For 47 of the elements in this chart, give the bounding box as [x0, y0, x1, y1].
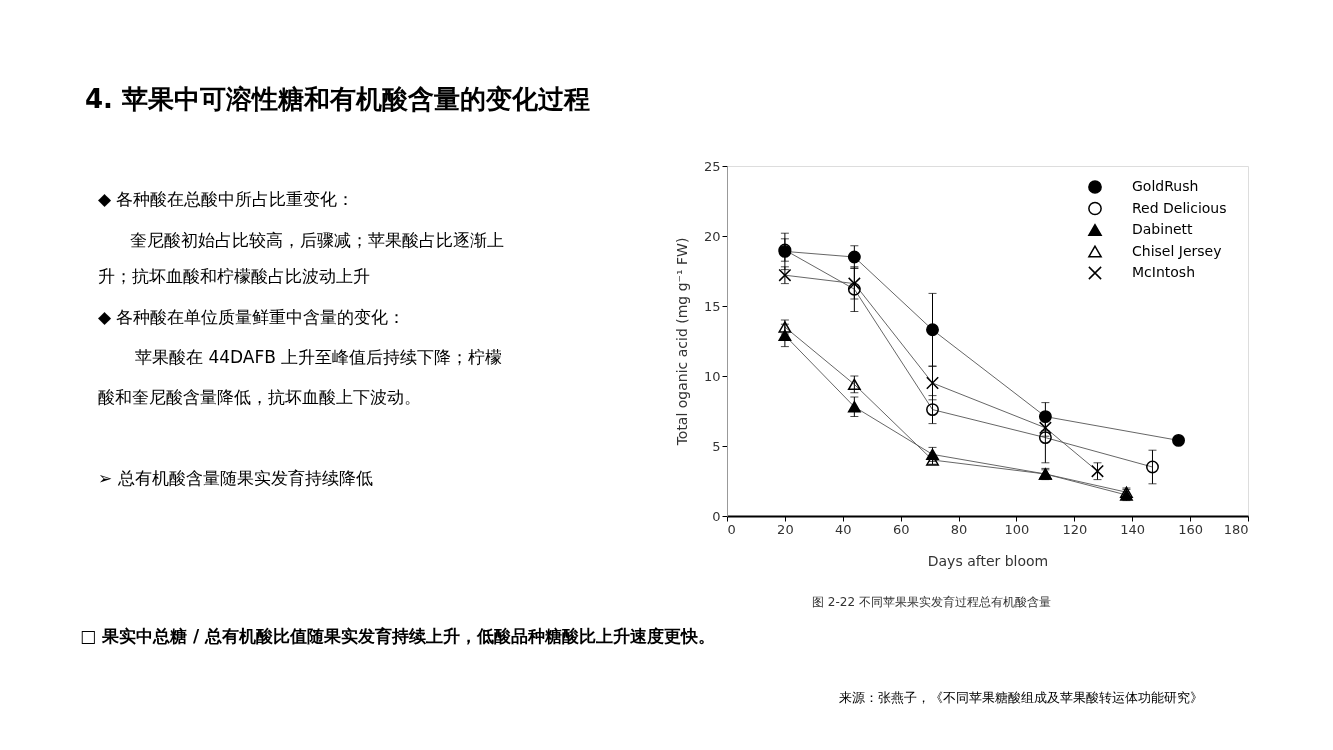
point — [1146, 460, 1159, 474]
y-tick-label: 0 — [712, 508, 721, 524]
point — [1038, 421, 1052, 435]
x-tick-label: 140 — [1120, 521, 1146, 537]
legend-label: GoldRush — [1132, 178, 1199, 194]
point — [926, 403, 939, 417]
text: ◆ 各种酸在总酸中所占比重变化： — [98, 189, 355, 209]
legend-label: McIntosh — [1132, 264, 1195, 280]
x-tick-label: 20 — [777, 521, 794, 537]
x-tick-label: 160 — [1178, 521, 1204, 537]
point — [847, 250, 861, 264]
text: □ 果实中总糖 / 总有机酸比值随果实发育持续上升，低酸品种糖酸比上升速度更快。 — [80, 626, 716, 646]
x-tick-label: 100 — [1004, 521, 1030, 537]
point — [778, 329, 792, 342]
x-tick-label: 60 — [892, 521, 910, 537]
legend-label: Red Delicious — [1132, 199, 1227, 216]
point — [1172, 433, 1185, 447]
caption: 图 2-22 不同苹果果实发育过程总有机酸含量 — [812, 595, 1051, 609]
text: 苹果酸在 44DAFB 上升至峰值后持续下降；柠檬 — [135, 347, 503, 367]
y-tick-label: 15 — [703, 298, 721, 314]
x-tick-label: 180 — [1223, 521, 1249, 537]
legend-label: Chisel Jersey — [1132, 242, 1222, 259]
point — [847, 401, 861, 413]
text: ➢ 总有机酸含量随果实发育持续降低 — [98, 468, 373, 488]
point — [847, 277, 861, 291]
x-tick-label: 80 — [950, 521, 968, 537]
x-tick-label: 120 — [1062, 521, 1088, 537]
y-tick-label: 20 — [703, 228, 721, 244]
x-tick-label: 0 — [727, 521, 736, 537]
text: 4. 苹果中可溶性糖和有机酸含量的变化过程 — [85, 84, 591, 114]
text: ◆ 各种酸在单位质量鲜重中含量的变化： — [98, 307, 406, 327]
point — [847, 282, 861, 296]
y-tick-label: 10 — [703, 368, 721, 384]
text: 升；抗坏血酸和柠檬酸占比波动上升 — [98, 266, 370, 286]
point — [1038, 410, 1052, 424]
legend-label: Dabinett — [1132, 221, 1194, 237]
x-tick-label: 40 — [835, 521, 852, 537]
source-note: 来源：张燕子，《不同苹果糖酸组成及苹果酸转运体功能研究》 — [839, 690, 1203, 705]
point — [926, 376, 939, 390]
point — [1038, 431, 1052, 445]
x-axis-title: Days after bloom — [927, 552, 1049, 569]
y-tick-label: 25 — [703, 158, 721, 174]
text: 奎尼酸初始占比较高，后骤减；苹果酸占比逐渐上 — [130, 230, 504, 250]
text: 酸和奎尼酸含量降低，抗坏血酸上下波动。 — [98, 387, 421, 407]
point — [926, 323, 939, 337]
y-axis-title: Total oganic acid (mg g⁻¹ FW) — [673, 237, 690, 447]
y-tick-label: 5 — [712, 438, 721, 454]
